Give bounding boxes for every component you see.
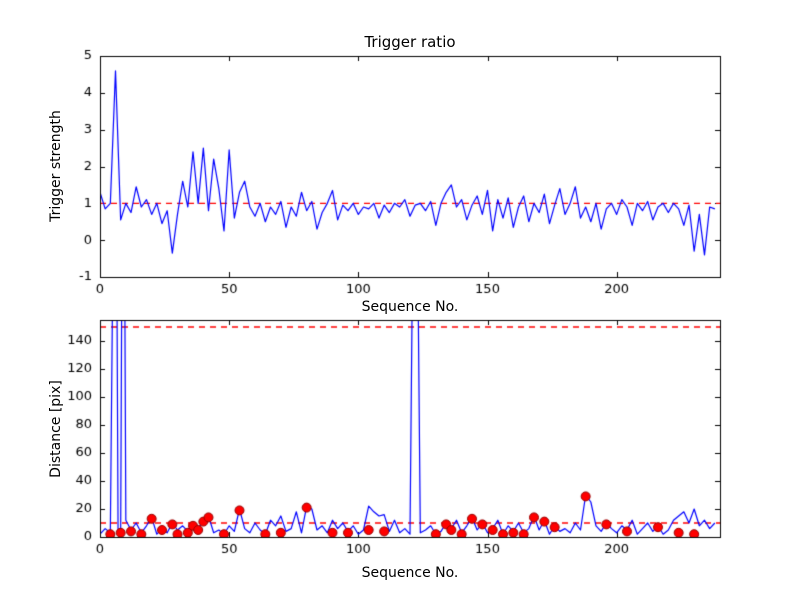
bottom-x-axis-label: Sequence No. [361, 565, 459, 581]
top-y-axis-label: Trigger strength [48, 110, 64, 222]
bottom-y-axis-label: Distance [pix] [48, 380, 64, 478]
chart-title: Trigger ratio [364, 33, 456, 51]
top-x-axis-label: Sequence No. [361, 299, 459, 315]
